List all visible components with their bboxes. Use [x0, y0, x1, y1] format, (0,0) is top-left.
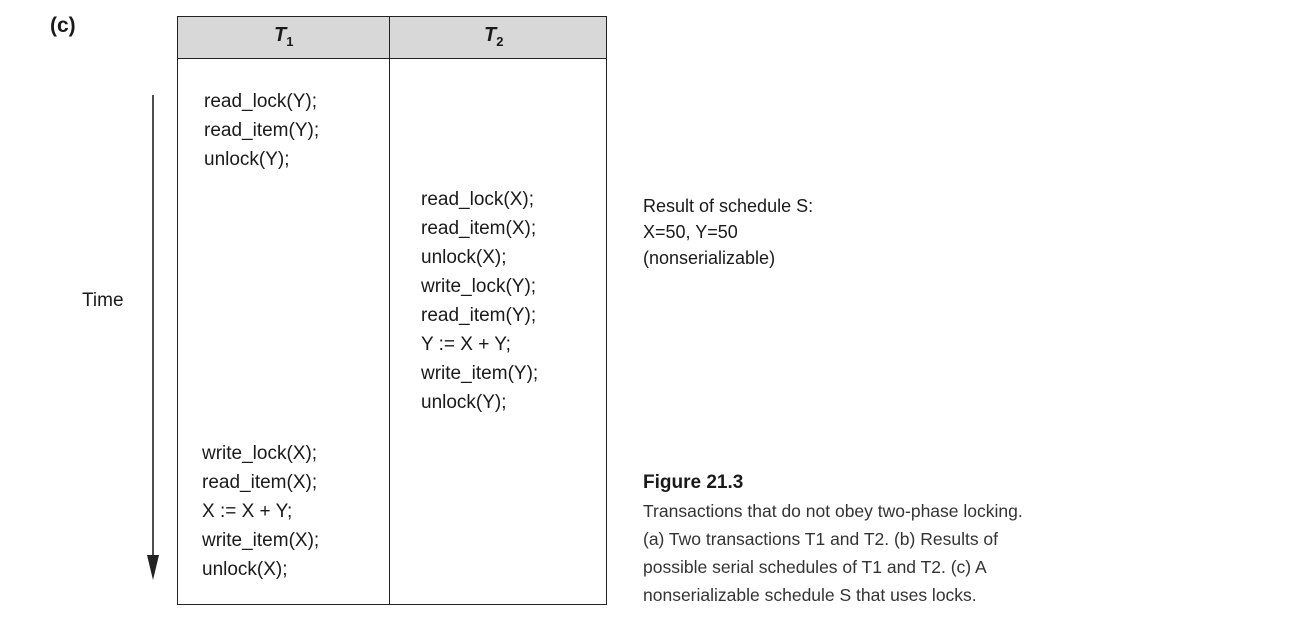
schedule-table: T1 T2 read_lock(Y); read_item(Y); unlock(Y…: [177, 16, 607, 605]
operation-line: unlock(Y);: [204, 149, 290, 170]
operation-line: write_lock(X);: [202, 443, 318, 464]
column-header-t1: T1: [274, 24, 294, 49]
result-block: Result of schedule S: X=50, Y=50 (nonser…: [643, 193, 813, 271]
figure-title: Figure 21.3: [643, 472, 744, 493]
t1-operations-block-2: write_lock(X); read_item(X); X := X + Y; wr…: [202, 439, 319, 584]
result-note: (nonserializable): [643, 248, 776, 268]
t1-operations-block-1: read_lock(Y); read_item(Y); unlock(Y);: [204, 87, 319, 174]
operation-line: write_lock(Y);: [421, 276, 537, 297]
operation-line: X := X + Y;: [202, 501, 293, 522]
panel-label: (c): [50, 14, 76, 37]
result-line: Result of schedule S:: [643, 196, 814, 216]
time-arrow-icon: [147, 95, 159, 580]
column-header-t2: T2: [484, 24, 504, 49]
operation-line: read_lock(X);: [421, 189, 534, 210]
operation-line: write_item(Y);: [421, 363, 539, 384]
operation-line: read_lock(Y);: [204, 91, 317, 112]
t2-operations-block: read_lock(X); read_item(X); unlock(X); writ…: [421, 185, 538, 417]
caption-line: Transactions that do not obey two-phase …: [643, 501, 1023, 521]
operation-line: write_item(X);: [202, 530, 320, 551]
operation-line: unlock(X);: [421, 247, 507, 268]
time-axis-label: Time: [82, 290, 124, 311]
operation-line: Y := X + Y;: [421, 334, 511, 355]
caption-line: (a) Two transactions T1 and T2. (b) Resu…: [643, 529, 999, 549]
operation-line: read_item(Y);: [204, 120, 320, 141]
figure-caption: Transactions that do not obey two-phase …: [643, 497, 1303, 609]
operation-line: read_item(Y);: [421, 305, 537, 326]
caption-line: nonserializable schedule S that uses loc…: [643, 585, 977, 605]
table-header-row: T1 T2: [178, 17, 606, 59]
result-values: X=50, Y=50: [643, 222, 738, 242]
operation-line: unlock(Y);: [421, 392, 507, 413]
caption-line: possible serial schedules of T1 and T2. …: [643, 557, 987, 577]
column-divider: [389, 17, 390, 604]
operation-line: read_item(X);: [421, 218, 537, 239]
operation-line: read_item(X);: [202, 472, 318, 493]
operation-line: unlock(X);: [202, 559, 288, 580]
